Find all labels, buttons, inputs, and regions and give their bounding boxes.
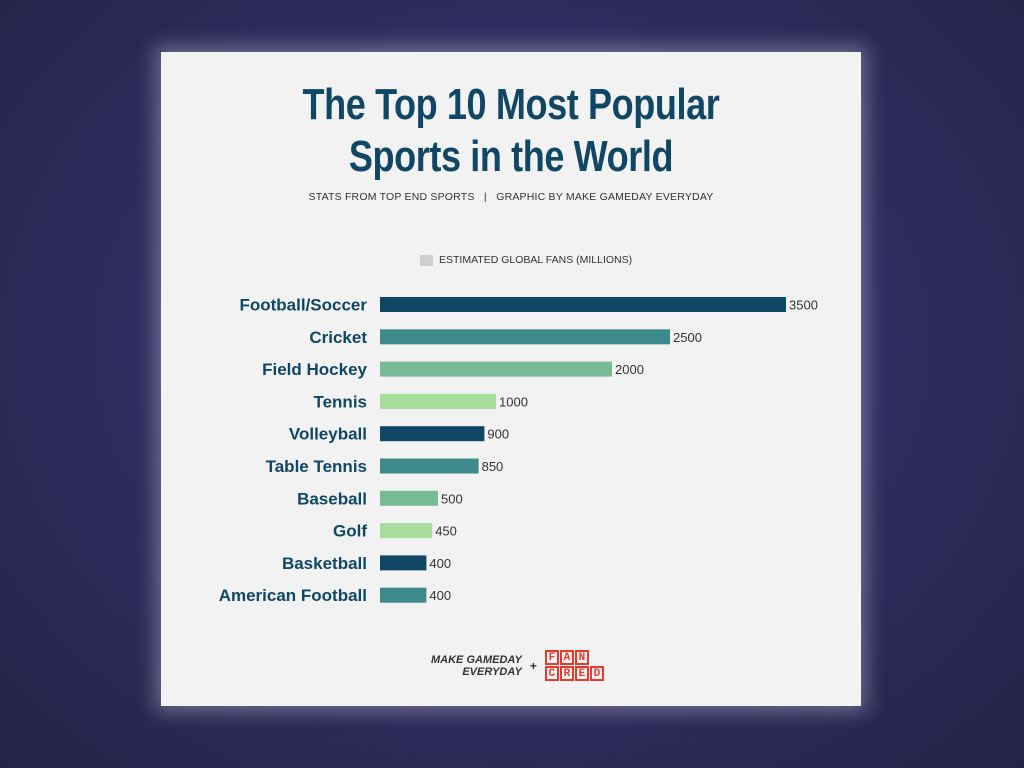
category-label: Field Hockey (262, 360, 367, 379)
fancred-letter: D (589, 666, 604, 681)
fancred-letter: C (544, 666, 559, 681)
fancred-blank (590, 650, 604, 665)
chart-title-line-1: The Top 10 Most Popular (302, 80, 720, 129)
value-label: 400 (429, 556, 451, 571)
bar (380, 587, 427, 603)
make-gameday-logo: MAKE GAMEDAY EVERYDAY (431, 654, 522, 678)
fancred-letter: N (574, 650, 589, 665)
value-label: 400 (429, 588, 451, 603)
value-label: 2500 (673, 330, 702, 345)
make-gameday-line1: MAKE GAMEDAY (431, 653, 522, 666)
category-label: American Football (219, 586, 367, 605)
legend-label: ESTIMATED GLOBAL FANS (MILLIONS) (439, 254, 633, 266)
fancred-letter: A (559, 650, 574, 665)
bar (380, 490, 438, 506)
value-label: 500 (441, 491, 463, 506)
bar (380, 393, 496, 409)
bar (380, 555, 427, 571)
bar (380, 361, 612, 377)
value-label: 450 (435, 524, 457, 539)
category-label: Basketball (282, 554, 367, 573)
fancred-letter: R (559, 666, 574, 681)
fancred-logo: F A N C R E D (544, 650, 604, 681)
category-label: Cricket (309, 328, 367, 347)
value-label: 850 (482, 459, 504, 474)
chart-subtitle: STATS FROM TOP END SPORTS | GRAPHIC BY M… (308, 191, 714, 203)
value-label: 2000 (615, 362, 644, 377)
fancred-letter: E (574, 666, 589, 681)
infographic-card: The Top 10 Most Popular Sports in the Wo… (161, 52, 861, 706)
value-label: 900 (487, 427, 509, 442)
legend-swatch (420, 254, 433, 266)
chart-title-line-2: Sports in the World (348, 132, 674, 181)
footer-logos: MAKE GAMEDAY EVERYDAY + F A N C R E D (431, 650, 604, 681)
chart-legend: ESTIMATED GLOBAL FANS (MILLIONS) (420, 253, 632, 267)
bar (380, 297, 786, 312)
category-label: Tennis (313, 392, 367, 411)
make-gameday-line2: EVERYDAY (462, 665, 522, 678)
bar (380, 426, 485, 442)
category-label: Baseball (297, 489, 367, 508)
category-label: Volleyball (289, 425, 367, 444)
bar (380, 523, 433, 539)
value-label: 1000 (499, 394, 528, 409)
category-label: Golf (333, 522, 367, 541)
plus-sign: + (529, 658, 537, 673)
category-label: Football/Soccer (239, 296, 367, 315)
value-label: 3500 (789, 298, 818, 313)
bar-chart: Football/Soccer 3500 Cricket 2500 Field Hock… (219, 296, 818, 606)
bar (380, 458, 479, 474)
fancred-letter: F (544, 650, 559, 665)
bar (380, 329, 670, 345)
category-label: Table Tennis (266, 457, 367, 476)
